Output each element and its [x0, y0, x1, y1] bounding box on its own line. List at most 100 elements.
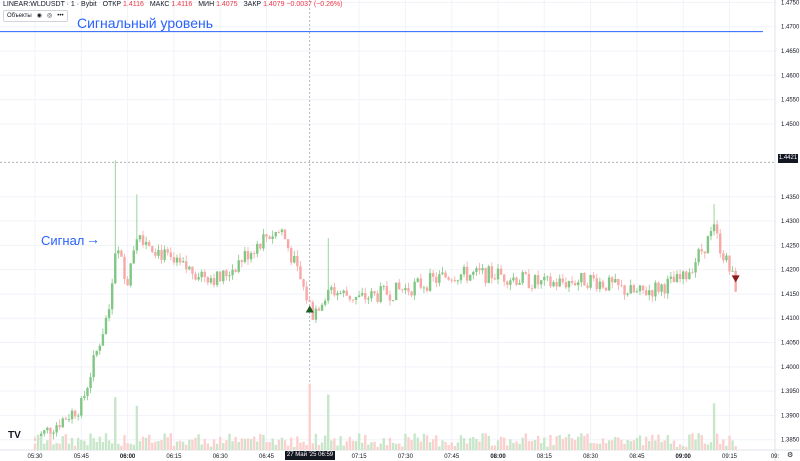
volume-bar — [651, 434, 654, 450]
volume-bar — [577, 436, 580, 450]
high-value: 1.4116 — [171, 1, 193, 8]
volume-bar — [465, 443, 469, 450]
candle-body — [453, 280, 456, 282]
candle-body — [573, 282, 577, 286]
candle-body — [277, 232, 281, 233]
volume-bar — [262, 434, 265, 450]
volume-bar — [367, 444, 370, 450]
volume-bar — [64, 434, 68, 450]
tradingview-logo-icon[interactable]: TV — [8, 430, 21, 441]
volume-bar — [114, 397, 117, 450]
volume-bar — [638, 435, 642, 450]
candle-body — [549, 276, 552, 287]
volume-bar — [330, 440, 333, 450]
candle-body — [219, 271, 222, 282]
volume-bar — [685, 446, 688, 450]
sell-arrow-icon[interactable] — [731, 275, 740, 283]
candle-body — [351, 299, 355, 301]
lock-icon[interactable]: ◎ — [47, 13, 53, 19]
candle-body — [58, 425, 61, 428]
volume-bar — [277, 439, 281, 450]
candle-body — [231, 269, 234, 276]
volume-bar — [129, 443, 132, 450]
volume-bar — [521, 437, 524, 450]
candle-body — [654, 282, 657, 297]
objects-toolbar: Объекты ◉ ◎ ••• — [3, 10, 68, 22]
volume-bar — [385, 445, 389, 450]
buy-arrow-icon[interactable] — [305, 305, 314, 313]
volume-bar — [148, 434, 151, 450]
volume-bar — [617, 437, 620, 450]
volume-bar — [601, 438, 605, 450]
candle-body — [675, 274, 679, 283]
volume-bar — [178, 440, 182, 450]
candle-body — [360, 293, 364, 296]
candle-body — [265, 234, 268, 237]
volume-bar — [172, 445, 176, 450]
volume-bar — [663, 440, 666, 450]
price-tick-label: 1.4000 — [781, 365, 800, 371]
volume-bar — [558, 435, 561, 450]
volume-bar — [536, 435, 540, 450]
volume-bar — [89, 433, 92, 450]
candle-body — [552, 282, 555, 287]
signal-arrow-icon[interactable]: → — [86, 231, 100, 247]
candle-body — [120, 250, 123, 257]
candle-body — [323, 300, 327, 305]
candle-body — [629, 285, 632, 294]
crosshair-time-tag: 27 Май '25 06:59 — [285, 451, 335, 460]
signal-label[interactable]: Сигнал — [41, 233, 85, 248]
volume-bar — [327, 394, 330, 450]
more-icon[interactable]: ••• — [57, 13, 64, 19]
candle-body — [725, 255, 728, 261]
volume-bar — [496, 440, 500, 450]
volume-bar — [225, 440, 228, 450]
candle-body — [404, 288, 407, 291]
symbol-title[interactable]: LINEAR:WLDUSDT · 1 · Bybit — [3, 1, 97, 8]
candle-body — [407, 288, 410, 292]
candle-body — [465, 266, 469, 281]
volume-bar — [237, 442, 240, 450]
eye-icon[interactable]: ◉ — [36, 13, 42, 19]
candle-body — [104, 317, 108, 335]
volume-bar — [416, 437, 419, 450]
volume-bar — [299, 442, 302, 450]
candle-body — [39, 433, 43, 439]
volume-bar — [342, 445, 345, 450]
volume-bar — [360, 442, 364, 450]
candle-body — [348, 295, 352, 300]
candle-body — [558, 278, 561, 287]
volume-bar — [469, 438, 472, 450]
candle-body — [617, 278, 620, 286]
candle-body — [237, 260, 240, 272]
candle-body — [456, 280, 460, 282]
candle-body — [438, 274, 441, 283]
candle-body — [715, 224, 719, 234]
candle-body — [64, 418, 68, 420]
signal-level-label[interactable]: Сигнальный уровень — [77, 15, 214, 31]
volume-bar — [561, 439, 565, 450]
candle-body — [589, 275, 592, 288]
volume-bar — [435, 435, 438, 450]
volume-bar — [188, 439, 191, 450]
candle-body — [398, 282, 401, 290]
volume-bar — [657, 434, 660, 450]
candle-body — [419, 278, 423, 288]
volume-bar — [706, 444, 710, 450]
candle-body — [595, 278, 598, 290]
volume-bar — [376, 446, 379, 450]
volume-bar — [55, 443, 58, 450]
volume-bar — [641, 445, 645, 450]
candle-body — [611, 277, 614, 283]
candle-body — [700, 249, 703, 252]
settings-gear-icon[interactable]: ⚙ — [787, 452, 794, 459]
volume-bar — [206, 443, 210, 450]
volume-bar — [546, 446, 549, 450]
candle-body — [311, 302, 314, 320]
candle-body — [345, 290, 348, 296]
candle-body — [357, 295, 361, 297]
candle-body — [117, 250, 120, 254]
volume-bar — [77, 437, 80, 450]
objects-label[interactable]: Объекты — [7, 13, 32, 19]
